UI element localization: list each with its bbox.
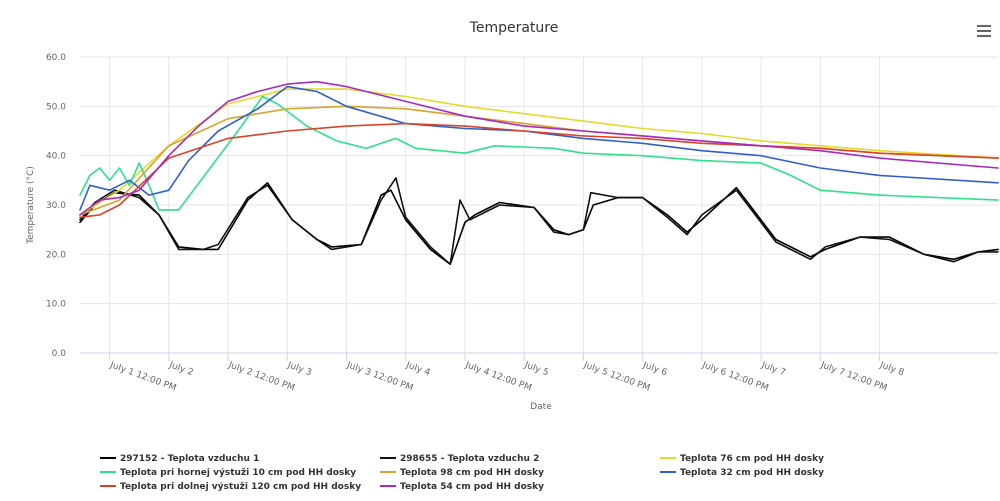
legend-item[interactable]: 298655 - Teplota vzduchu 2	[380, 454, 539, 464]
x-tick-label: July 4 12:00 PM	[463, 360, 533, 394]
series-line-2	[79, 177, 999, 265]
legend-label: Teplota pri dolnej výstuži 120 cm pod HH…	[120, 482, 361, 492]
x-tick-label: July 6	[641, 360, 669, 378]
menu-button[interactable]	[974, 22, 994, 40]
legend-item[interactable]: Teplota 32 cm pod HH dosky	[660, 468, 824, 478]
legend-item[interactable]: Teplota pri dolnej výstuži 120 cm pod HH…	[100, 482, 361, 492]
legend-label: Teplota 32 cm pod HH dosky	[680, 468, 824, 478]
legend: 297152 - Teplota vzduchu 1 298655 - Teplo…	[100, 454, 824, 492]
x-tick-label: July 3	[285, 360, 313, 378]
legend-item[interactable]: Teplota 76 cm pod HH dosky	[660, 454, 824, 464]
y-tick-label: 10.0	[46, 300, 66, 310]
legend-label: Teplota 76 cm pod HH dosky	[680, 454, 824, 464]
y-tick-label: 50.0	[46, 102, 66, 112]
series-line-6	[79, 85, 999, 211]
x-tick-label: July 2 12:00 PM	[226, 360, 296, 394]
y-tick-label: 30.0	[46, 201, 66, 211]
legend-label: 298655 - Teplota vzduchu 2	[400, 454, 539, 464]
series-line-1	[79, 182, 999, 265]
y-tick-label: 0.0	[52, 349, 67, 359]
series-line-3	[79, 88, 999, 216]
legend-item[interactable]: Teplota 98 cm pod HH dosky	[380, 468, 544, 478]
x-tick-label: July 4	[404, 360, 432, 378]
hamburger-menu-icon	[977, 25, 991, 37]
y-tick-label: 40.0	[46, 152, 66, 162]
x-tick-label: July 7 12:00 PM	[818, 360, 888, 394]
chart-title: Temperature	[469, 20, 559, 36]
legend-label: Teplota 54 cm pod HH dosky	[400, 482, 544, 492]
legend-label: Teplota 98 cm pod HH dosky	[400, 468, 544, 478]
x-tick-label: July 3 12:00 PM	[345, 360, 415, 394]
x-axis-title: Date	[530, 402, 552, 412]
series-line-8	[79, 80, 999, 216]
legend-item[interactable]: 297152 - Teplota vzduchu 1	[100, 454, 259, 464]
x-tick-label: July 1 12:00 PM	[108, 360, 178, 394]
series-line-4	[79, 95, 999, 211]
x-tick-label: July 2	[167, 360, 195, 378]
y-axis-title: Temperature (°C)	[26, 166, 36, 245]
legend-label: Teplota pri hornej výstuži 10 cm pod HH …	[120, 468, 356, 478]
x-tick-label: July 5 12:00 PM	[581, 360, 651, 394]
grid	[80, 56, 998, 354]
y-tick-label: 60.0	[46, 53, 66, 63]
series-lines	[79, 80, 999, 265]
x-tick-label: July 6 12:00 PM	[700, 360, 770, 394]
legend-item[interactable]: Teplota pri hornej výstuži 10 cm pod HH …	[100, 468, 356, 478]
x-tick-label: July 5	[522, 360, 550, 378]
x-tick-label: July 7	[759, 360, 787, 378]
y-tick-label: 20.0	[46, 250, 66, 260]
series-line-5	[79, 105, 999, 216]
series-line-7	[79, 122, 999, 219]
legend-label: 297152 - Teplota vzduchu 1	[120, 454, 259, 464]
x-tick-label: July 8	[878, 360, 906, 378]
y-axis: 0.0 10.0 20.0 30.0 40.0 50.0 60.0	[46, 53, 66, 359]
legend-item[interactable]: Teplota 54 cm pod HH dosky	[380, 482, 544, 492]
